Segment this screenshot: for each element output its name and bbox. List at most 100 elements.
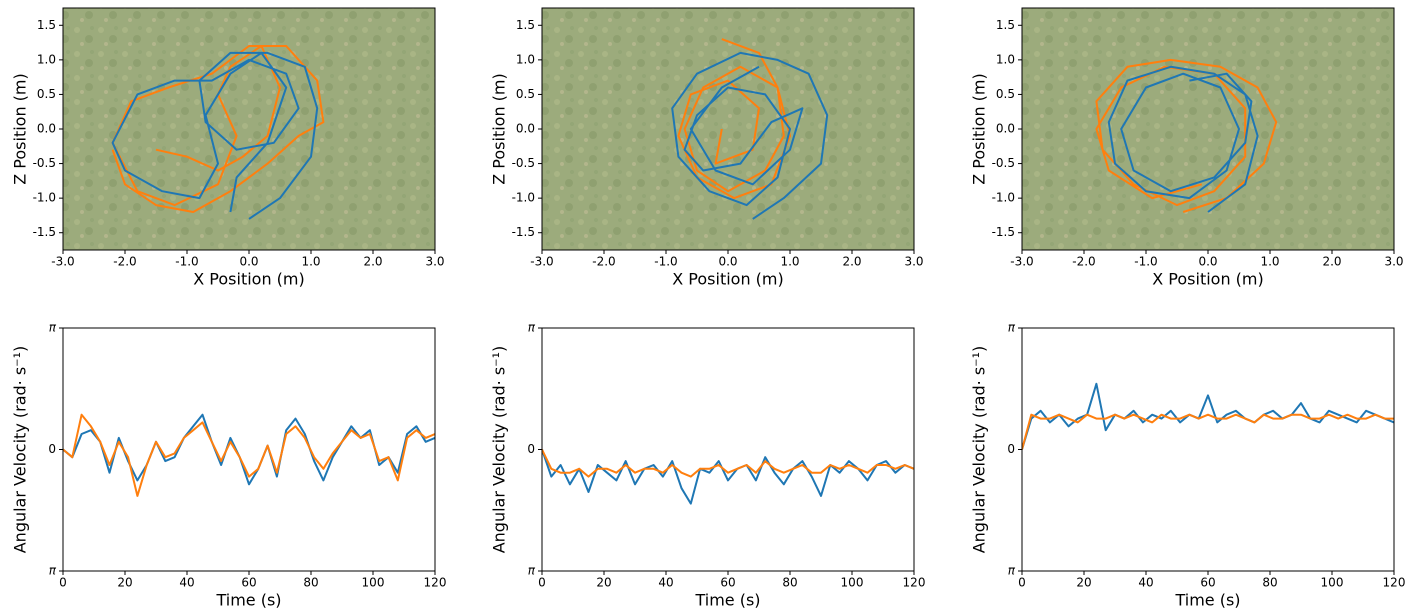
x-tick-label: 100 bbox=[841, 576, 864, 590]
x-tick-label: -1.0 bbox=[1134, 255, 1157, 269]
y-tick-label: 0.0 bbox=[37, 122, 56, 136]
x-tick-label: 3.0 bbox=[425, 255, 444, 269]
x-tick-label: 120 bbox=[424, 576, 447, 590]
x-tick-label: 3.0 bbox=[904, 255, 923, 269]
x-tick-label: 100 bbox=[362, 576, 385, 590]
x-tick-label: 2.0 bbox=[1322, 255, 1341, 269]
y-tick-label: -0.5 bbox=[33, 156, 56, 170]
x-tick-label: -1.0 bbox=[654, 255, 677, 269]
plot-background bbox=[1022, 328, 1394, 571]
y-tick-label: π bbox=[528, 321, 536, 335]
plot-background bbox=[63, 8, 435, 250]
y-tick-label: 0 bbox=[527, 442, 535, 456]
y-axis-label: Z Position (m) bbox=[970, 73, 989, 185]
y-tick-label: -1.0 bbox=[992, 191, 1015, 205]
x-axis-label: Time (s) bbox=[215, 591, 281, 610]
x-axis-label: X Position (m) bbox=[193, 270, 305, 289]
x-tick-label: -3.0 bbox=[1010, 255, 1033, 269]
x-tick-label: 2.0 bbox=[363, 255, 382, 269]
y-tick-label: 0 bbox=[48, 442, 56, 456]
y-tick-label: π bbox=[1008, 564, 1016, 578]
x-tick-label: 40 bbox=[1138, 576, 1153, 590]
y-tick-label: -1.0 bbox=[33, 191, 56, 205]
x-tick-label: 0.0 bbox=[1198, 255, 1217, 269]
x-axis-label: X Position (m) bbox=[672, 270, 784, 289]
series-line bbox=[677, 38, 791, 200]
x-tick-label: 120 bbox=[1383, 576, 1406, 590]
y-axis-label: Angular Velocity (rad· s⁻¹) bbox=[11, 346, 30, 554]
plot-background bbox=[1022, 8, 1394, 250]
plot-background bbox=[63, 328, 435, 571]
series-line bbox=[671, 51, 829, 220]
x-tick-label: 20 bbox=[117, 576, 132, 590]
y-tick-label: -0.5 bbox=[512, 156, 535, 170]
y-tick-label: 1.5 bbox=[996, 18, 1015, 32]
x-tick-label: -3.0 bbox=[530, 255, 553, 269]
y-tick-label: 0.5 bbox=[37, 87, 56, 101]
y-tick-label: 0 bbox=[1007, 442, 1015, 456]
y-tick-label: 1.5 bbox=[516, 18, 535, 32]
plot-background bbox=[542, 328, 914, 571]
series-line bbox=[111, 45, 325, 213]
x-tick-label: -2.0 bbox=[1072, 255, 1095, 269]
y-tick-label: -1.5 bbox=[992, 225, 1015, 239]
x-axis-label: Time (s) bbox=[694, 591, 760, 610]
y-tick-label: -1.5 bbox=[512, 225, 535, 239]
x-tick-label: 3.0 bbox=[1384, 255, 1403, 269]
y-tick-label: 1.0 bbox=[996, 52, 1015, 66]
x-tick-label: 60 bbox=[720, 576, 735, 590]
x-tick-label: 80 bbox=[303, 576, 318, 590]
y-tick-label: 1.0 bbox=[516, 52, 535, 66]
y-tick-label: 0.5 bbox=[516, 87, 535, 101]
x-tick-label: 1.0 bbox=[780, 255, 799, 269]
x-tick-label: 40 bbox=[658, 576, 673, 590]
x-tick-label: 80 bbox=[782, 576, 797, 590]
y-tick-label: π bbox=[49, 564, 57, 578]
y-tick-label: π bbox=[49, 321, 57, 335]
series-line bbox=[542, 449, 914, 505]
x-tick-label: 80 bbox=[1262, 576, 1277, 590]
y-tick-label: -0.5 bbox=[992, 156, 1015, 170]
x-tick-label: 0 bbox=[538, 576, 546, 590]
x-tick-label: 20 bbox=[596, 576, 611, 590]
x-tick-label: 120 bbox=[903, 576, 926, 590]
x-tick-label: 20 bbox=[1076, 576, 1091, 590]
x-tick-label: 0.0 bbox=[239, 255, 258, 269]
x-tick-label: 60 bbox=[241, 576, 256, 590]
x-tick-label: 60 bbox=[1200, 576, 1215, 590]
x-tick-label: 0.0 bbox=[718, 255, 737, 269]
x-axis-label: X Position (m) bbox=[1152, 270, 1264, 289]
y-axis-label: Z Position (m) bbox=[490, 73, 509, 185]
series-line bbox=[542, 449, 914, 478]
x-tick-label: 2.0 bbox=[842, 255, 861, 269]
y-axis-label: Z Position (m) bbox=[11, 73, 30, 185]
y-tick-label: 0.0 bbox=[996, 122, 1015, 136]
series-line bbox=[1095, 58, 1278, 213]
series-line bbox=[63, 413, 435, 497]
y-tick-label: π bbox=[528, 564, 536, 578]
x-tick-label: 40 bbox=[179, 576, 194, 590]
x-axis-label: Time (s) bbox=[1174, 591, 1240, 610]
plot-background bbox=[542, 8, 914, 250]
x-tick-label: 1.0 bbox=[301, 255, 320, 269]
y-tick-label: 1.0 bbox=[37, 52, 56, 66]
x-tick-label: -2.0 bbox=[113, 255, 136, 269]
x-tick-label: 0 bbox=[59, 576, 67, 590]
x-tick-label: -2.0 bbox=[592, 255, 615, 269]
y-tick-label: 1.5 bbox=[37, 18, 56, 32]
y-axis-label: Angular Velocity (rad· s⁻¹) bbox=[490, 346, 509, 554]
x-tick-label: -3.0 bbox=[51, 255, 74, 269]
x-tick-label: 1.0 bbox=[1260, 255, 1279, 269]
y-tick-label: 0.5 bbox=[996, 87, 1015, 101]
y-tick-label: -1.5 bbox=[33, 225, 56, 239]
series-line bbox=[1107, 65, 1259, 213]
x-tick-label: -1.0 bbox=[175, 255, 198, 269]
series-line bbox=[1022, 413, 1394, 450]
x-tick-label: 100 bbox=[1321, 576, 1344, 590]
y-tick-label: -1.0 bbox=[512, 191, 535, 205]
y-tick-label: π bbox=[1008, 321, 1016, 335]
series-line bbox=[111, 51, 319, 220]
y-tick-label: 0.0 bbox=[516, 122, 535, 136]
y-axis-label: Angular Velocity (rad· s⁻¹) bbox=[970, 346, 989, 554]
